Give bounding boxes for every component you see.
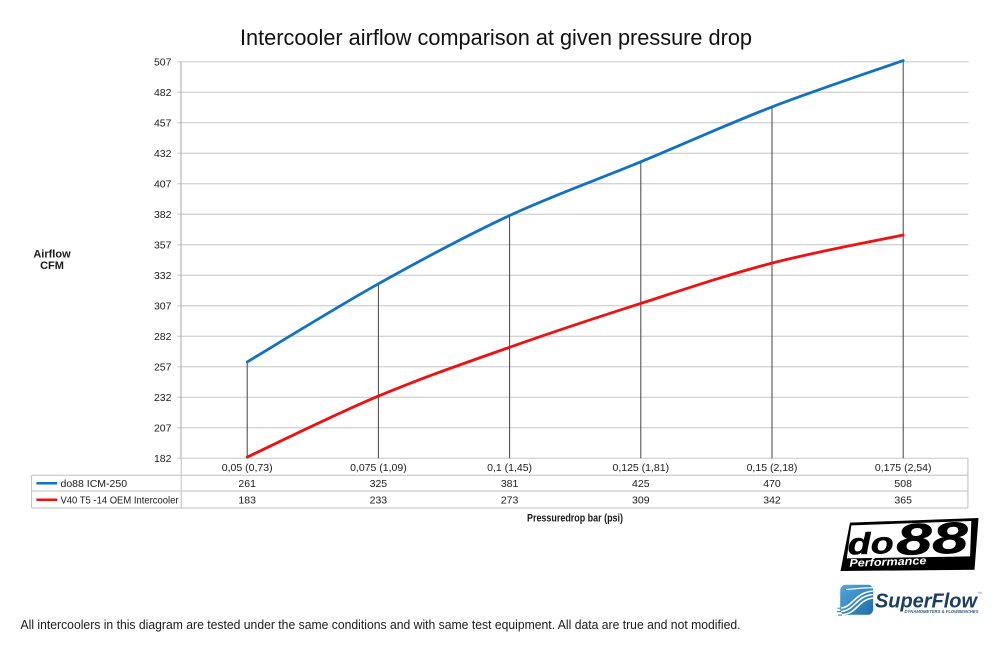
svg-text:382: 382	[154, 209, 172, 221]
svg-text:CFM: CFM	[40, 260, 64, 272]
svg-text:307: 307	[154, 301, 172, 313]
svg-text:507: 507	[154, 57, 172, 69]
svg-text:325: 325	[370, 478, 388, 490]
svg-text:425: 425	[632, 478, 650, 490]
svg-text:332: 332	[154, 270, 172, 282]
svg-text:365: 365	[894, 494, 912, 506]
svg-text:DYNAMOMETERS & FLOWBENCHES: DYNAMOMETERS & FLOWBENCHES	[905, 609, 979, 614]
svg-text:0,1 (1,45): 0,1 (1,45)	[487, 462, 532, 474]
svg-text:88: 88	[895, 513, 969, 565]
svg-text:Airflow: Airflow	[33, 249, 71, 261]
svg-text:V40 T5 -14 OEM Intercooler: V40 T5 -14 OEM Intercooler	[61, 494, 179, 506]
svg-text:0,175 (2,54): 0,175 (2,54)	[875, 462, 932, 474]
svg-text:Performance: Performance	[849, 555, 926, 570]
svg-text:182: 182	[154, 453, 172, 465]
svg-text:407: 407	[154, 179, 172, 191]
svg-text:432: 432	[154, 148, 172, 160]
svg-text:0,15 (2,18): 0,15 (2,18)	[747, 462, 798, 474]
svg-text:Pressuredrop bar (psi): Pressuredrop bar (psi)	[527, 513, 623, 525]
svg-text:381: 381	[501, 478, 519, 490]
svg-text:273: 273	[501, 494, 519, 506]
svg-text:207: 207	[154, 423, 172, 435]
svg-text:257: 257	[154, 362, 172, 374]
svg-text:0,05 (0,73): 0,05 (0,73)	[222, 462, 273, 474]
svg-text:457: 457	[154, 118, 172, 130]
svg-text:232: 232	[154, 392, 172, 404]
svg-text:357: 357	[154, 240, 172, 252]
svg-text:™: ™	[978, 591, 983, 596]
svg-text:Intercooler airflow comparison: Intercooler airflow comparison at given …	[240, 25, 752, 50]
svg-text:do88 ICM-250: do88 ICM-250	[61, 478, 128, 490]
svg-text:309: 309	[632, 494, 650, 506]
svg-text:All intercoolers in this diagr: All intercoolers in this diagram are tes…	[21, 617, 741, 632]
svg-text:0,075 (1,09): 0,075 (1,09)	[350, 462, 407, 474]
svg-text:183: 183	[238, 494, 256, 506]
svg-text:do: do	[847, 527, 894, 562]
svg-text:482: 482	[154, 87, 172, 99]
svg-text:282: 282	[154, 331, 172, 343]
svg-text:508: 508	[894, 478, 912, 490]
svg-text:342: 342	[763, 494, 781, 506]
svg-text:0,125 (1,81): 0,125 (1,81)	[612, 462, 669, 474]
svg-text:470: 470	[763, 478, 781, 490]
svg-text:SuperFlow: SuperFlow	[875, 591, 978, 613]
svg-text:261: 261	[238, 478, 256, 490]
svg-text:233: 233	[370, 494, 388, 506]
